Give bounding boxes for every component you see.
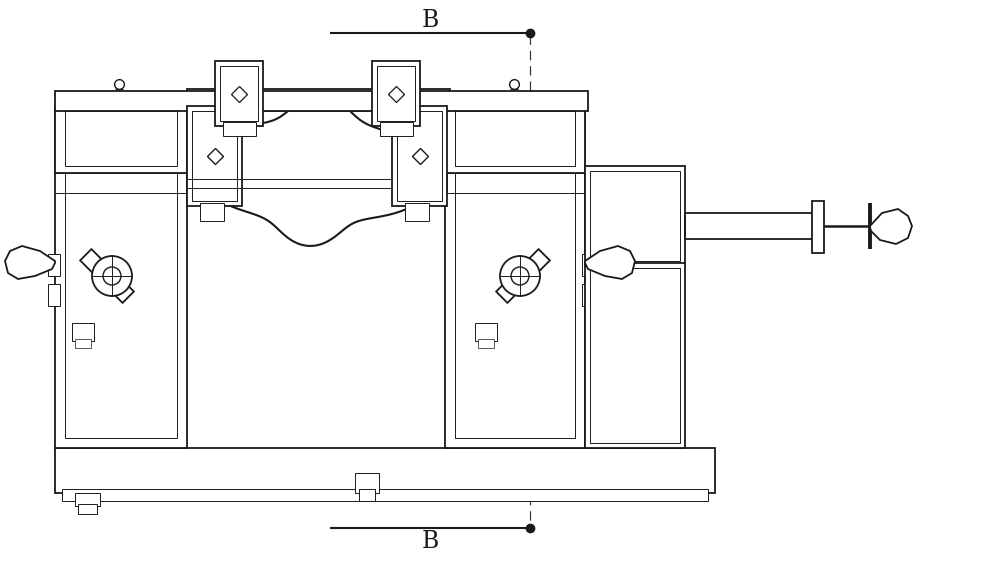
Bar [220, 66, 258, 121]
Bar [55, 106, 187, 173]
Bar [55, 106, 187, 448]
Bar [355, 473, 379, 493]
Bar [55, 91, 588, 111]
Bar [590, 171, 680, 261]
Bar [685, 213, 815, 239]
Bar [405, 203, 429, 221]
Text: B: B [421, 530, 439, 553]
Polygon shape [195, 96, 435, 246]
Bar [478, 339, 494, 348]
Polygon shape [496, 249, 550, 303]
Text: B: B [421, 8, 439, 31]
Polygon shape [80, 249, 134, 303]
Bar [200, 203, 224, 221]
Bar [55, 448, 715, 493]
Bar [187, 89, 450, 111]
Bar [78, 504, 97, 514]
Bar [590, 268, 680, 443]
Bar [475, 323, 497, 341]
Bar [65, 111, 177, 166]
Bar [187, 106, 242, 206]
Bar [62, 489, 708, 501]
Bar [397, 111, 442, 201]
Polygon shape [5, 246, 55, 279]
Bar [585, 166, 685, 266]
Circle shape [103, 267, 121, 285]
Bar [359, 489, 375, 501]
Bar [585, 263, 685, 448]
Bar [75, 339, 91, 348]
Bar [445, 106, 585, 448]
Bar [582, 254, 594, 276]
Bar [72, 323, 94, 341]
Bar [455, 111, 575, 166]
Polygon shape [870, 209, 912, 244]
Circle shape [92, 256, 132, 296]
Bar [455, 116, 575, 438]
Bar [223, 122, 256, 136]
Bar [65, 116, 177, 438]
Bar [48, 254, 60, 276]
Bar [445, 106, 585, 173]
Bar [215, 61, 263, 126]
Bar [372, 61, 420, 126]
Bar [392, 106, 447, 206]
Bar [582, 284, 594, 306]
Bar [75, 493, 100, 506]
Bar [187, 175, 447, 193]
Circle shape [500, 256, 540, 296]
Bar [812, 201, 824, 253]
Circle shape [511, 267, 529, 285]
Bar [48, 284, 60, 306]
Bar [380, 122, 413, 136]
Bar [377, 66, 415, 121]
Bar [192, 111, 237, 201]
Polygon shape [585, 246, 635, 279]
